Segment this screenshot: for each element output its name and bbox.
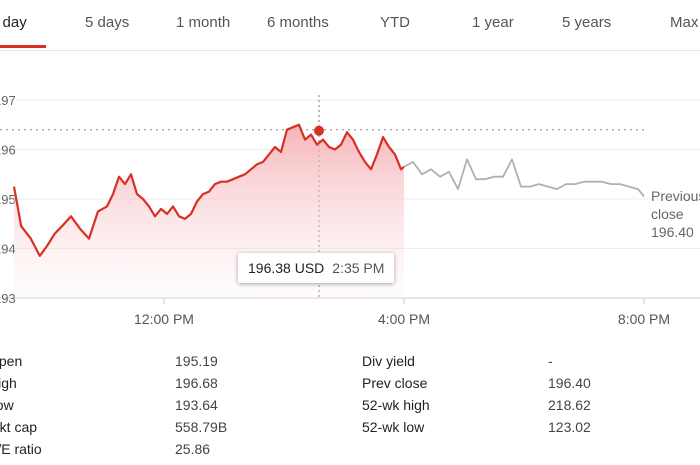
stat-label-open: Open bbox=[0, 353, 23, 369]
tooltip-price: 196.38 USD bbox=[248, 260, 325, 276]
stat-value-prev-close: 196.40 bbox=[548, 375, 591, 391]
previous-close-value: 196.40 bbox=[651, 224, 694, 240]
tab-5-days[interactable]: 5 days bbox=[85, 14, 130, 31]
tab-1-year[interactable]: 1 year bbox=[472, 14, 514, 31]
regular-session-line bbox=[12, 123, 405, 257]
stat-value-52-wk-low: 123.02 bbox=[548, 419, 591, 435]
stat-value-mkt-cap: 558.79B bbox=[175, 419, 228, 435]
stat-label-52-wk-low: 52-wk low bbox=[362, 419, 425, 435]
price-chart-svg: 197 196 195 194 193 12:00 PM 4:00 PM 8:00 PM bbox=[0, 93, 700, 327]
x-tick-label: 4:00 PM bbox=[378, 311, 430, 327]
hover-point bbox=[314, 125, 324, 136]
tab-1-month[interactable]: 1 month bbox=[176, 14, 231, 31]
y-tick-label: 196 bbox=[0, 143, 16, 158]
tab-5-years[interactable]: 5 years bbox=[562, 14, 612, 31]
y-tick-label: 195 bbox=[0, 192, 16, 207]
x-tick-label: 12:00 PM bbox=[134, 311, 194, 327]
tooltip-time: 2:35 PM bbox=[332, 260, 385, 276]
stat-value-pe-ratio: 25.86 bbox=[175, 441, 211, 457]
stat-label-prev-close: Prev close bbox=[362, 375, 428, 391]
price-chart[interactable]: 197 196 195 194 193 12:00 PM 4:00 PM 8:00 PM P… bbox=[0, 55, 700, 335]
stat-label-pe-ratio: P/E ratio bbox=[0, 441, 42, 457]
stat-value-open: 195.19 bbox=[175, 353, 218, 369]
y-tick-label: 197 bbox=[0, 93, 16, 108]
tab-6-months[interactable]: 6 months bbox=[267, 14, 329, 31]
previous-close-label: Previous close 196.40 bbox=[651, 187, 700, 241]
y-tick-label: 194 bbox=[0, 242, 16, 257]
stat-value-52-wk-high: 218.62 bbox=[548, 397, 591, 413]
key-stats: Open 195.19 High 196.68 Low 193.64 Mkt c… bbox=[0, 345, 700, 465]
tab-ytd[interactable]: YTD bbox=[380, 14, 410, 31]
y-tick-label: 193 bbox=[0, 291, 16, 306]
previous-close-label-line2: close bbox=[651, 206, 684, 222]
active-tab-indicator bbox=[0, 45, 46, 48]
stat-label-high: High bbox=[0, 375, 17, 391]
tab-max[interactable]: Max bbox=[670, 14, 699, 31]
stat-label-mkt-cap: Mkt cap bbox=[0, 419, 38, 435]
stat-label-52-wk-high: 52-wk high bbox=[362, 397, 430, 413]
time-range-tabs: 1 day 5 days 1 month 6 months YTD 1 year… bbox=[0, 0, 700, 51]
price-tooltip: 196.38 USD 2:35 PM bbox=[238, 253, 395, 283]
stat-label-low: Low bbox=[0, 397, 14, 413]
stat-value-low: 193.64 bbox=[175, 397, 218, 413]
after-hours-line bbox=[403, 158, 645, 198]
stat-value-high: 196.68 bbox=[175, 375, 218, 391]
stat-value-div-yield: - bbox=[548, 353, 553, 369]
previous-close-label-line1: Previous bbox=[651, 188, 700, 204]
tab-1-day[interactable]: 1 day bbox=[0, 14, 27, 31]
stat-label-div-yield: Div yield bbox=[362, 353, 415, 369]
x-tick-label: 8:00 PM bbox=[618, 311, 670, 327]
